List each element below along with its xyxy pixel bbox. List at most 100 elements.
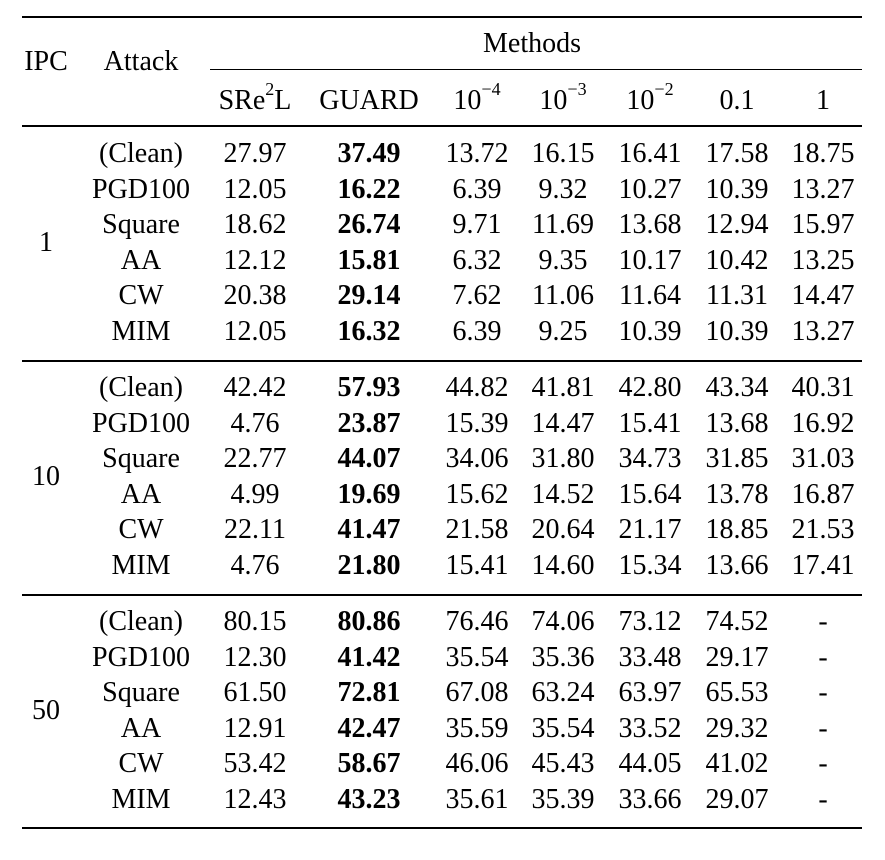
table-cell: 20.38: [223, 280, 287, 312]
table-cell: 17.41: [791, 550, 855, 581]
table-cell: 21.17: [618, 514, 682, 546]
table-cell: 35.54: [531, 712, 595, 744]
attack-name: MIM: [111, 550, 171, 581]
table-cell: 13.25: [791, 244, 855, 276]
table-cell: 21.53: [791, 514, 855, 546]
table-cell: 11.69: [532, 209, 594, 241]
table-cell: 27.97: [223, 138, 287, 169]
attack-name: Square: [102, 677, 180, 709]
table-cell: 34.06: [445, 443, 509, 475]
table-cell: 35.61: [445, 784, 509, 815]
table-cell: -: [818, 641, 828, 673]
table-cell: -: [818, 677, 828, 709]
table-cell: 9.71: [452, 209, 502, 241]
table-cell: 45.43: [531, 748, 595, 780]
table-cell: 40.31: [791, 372, 855, 403]
table-cell: 12.05: [223, 316, 287, 347]
guard-value: 43.23: [337, 784, 401, 815]
guard-value: 37.49: [337, 138, 401, 169]
table-cell: 16.92: [791, 407, 855, 439]
attack-name: (Clean): [99, 372, 183, 403]
table-cell: 9.35: [538, 244, 588, 276]
table-cell: -: [818, 712, 828, 744]
table-cell: 65.53: [705, 677, 769, 709]
table-cell: 10.39: [705, 173, 769, 205]
ipc-value: 50: [32, 695, 60, 726]
table-cell: 76.46: [445, 606, 509, 637]
header-m2-sup: −3: [567, 78, 587, 99]
table-cell: 18.75: [791, 138, 855, 169]
table-cell: 9.32: [538, 173, 588, 205]
attack-name: Square: [102, 443, 180, 475]
table-cell: 44.82: [445, 372, 509, 403]
guard-value: 21.80: [337, 550, 401, 581]
attack-name: CW: [118, 748, 164, 780]
table-cell: 4.76: [230, 407, 280, 439]
guard-value: 15.81: [337, 244, 401, 276]
table-cell: 13.72: [445, 138, 509, 169]
guard-value: 19.69: [337, 478, 401, 510]
guard-value: 57.93: [337, 372, 401, 403]
table-cell: 35.54: [445, 641, 509, 673]
table-cell: 73.12: [618, 606, 682, 637]
header-rule: [22, 125, 862, 127]
guard-value: 16.32: [337, 316, 401, 347]
table-cell: 14.47: [531, 407, 595, 439]
table-cell: 63.24: [531, 677, 595, 709]
guard-value: 16.22: [337, 173, 401, 205]
table-cell: 14.47: [791, 280, 855, 312]
table-cell: 35.36: [531, 641, 595, 673]
attack-name: AA: [120, 244, 162, 276]
table-cell: 11.64: [619, 280, 681, 312]
header-m2: 10−3: [539, 80, 586, 115]
table-cell: 6.39: [452, 316, 502, 347]
table-cell: 33.48: [618, 641, 682, 673]
table-cell: 42.80: [618, 372, 682, 403]
attack-name: CW: [118, 280, 164, 312]
guard-value: 58.67: [337, 748, 401, 780]
guard-value: 80.86: [337, 606, 401, 637]
table-cell: 11.31: [706, 280, 768, 312]
attack-name: AA: [120, 478, 162, 510]
guard-value: 42.47: [337, 712, 401, 744]
table-cell: 21.58: [445, 514, 509, 546]
table-cell: 13.27: [791, 316, 855, 347]
table-cell: 29.07: [705, 784, 769, 815]
table-cell: 6.32: [452, 244, 502, 276]
header-sre2l: SRe2L: [219, 80, 292, 116]
header-ipc: IPC: [24, 46, 68, 77]
table-cell: 53.42: [223, 748, 287, 780]
attack-name: MIM: [111, 784, 171, 815]
attack-name: PGD100: [91, 407, 191, 439]
table-cell: 16.15: [531, 138, 595, 169]
table-cell: 15.62: [445, 478, 509, 510]
bottom-rule: [22, 827, 862, 829]
table-cell: 74.52: [705, 606, 769, 637]
table-cell: 15.97: [791, 209, 855, 241]
table-cell: 18.62: [223, 209, 287, 241]
table-cell: 13.27: [791, 173, 855, 205]
table-cell: 61.50: [223, 677, 287, 709]
attack-name: Square: [102, 209, 180, 241]
table-cell: 12.94: [705, 209, 769, 241]
attack-name: AA: [120, 712, 162, 744]
table-cell: 46.06: [445, 748, 509, 780]
table-cell: 41.81: [531, 372, 595, 403]
table-cell: 15.41: [618, 407, 682, 439]
table-cell: 13.78: [705, 478, 769, 510]
guard-value: 26.74: [337, 209, 401, 241]
attack-name: PGD100: [91, 173, 191, 205]
table-cell: 20.64: [531, 514, 595, 546]
header-m3: 10−2: [626, 80, 673, 115]
table-cell: 11.06: [532, 280, 594, 312]
header-m1-sup: −4: [481, 78, 501, 99]
table-cell: 6.39: [452, 173, 502, 205]
table-cell: 15.41: [445, 550, 509, 581]
header-sre2l-tail: L: [274, 85, 292, 116]
table-cell: 15.34: [618, 550, 682, 581]
table-cell: 41.02: [705, 748, 769, 780]
table-cell: 63.97: [618, 677, 682, 709]
table-cell: -: [818, 784, 828, 815]
header-m3-sup: −2: [654, 78, 674, 99]
ipc-value: 1: [39, 227, 53, 258]
